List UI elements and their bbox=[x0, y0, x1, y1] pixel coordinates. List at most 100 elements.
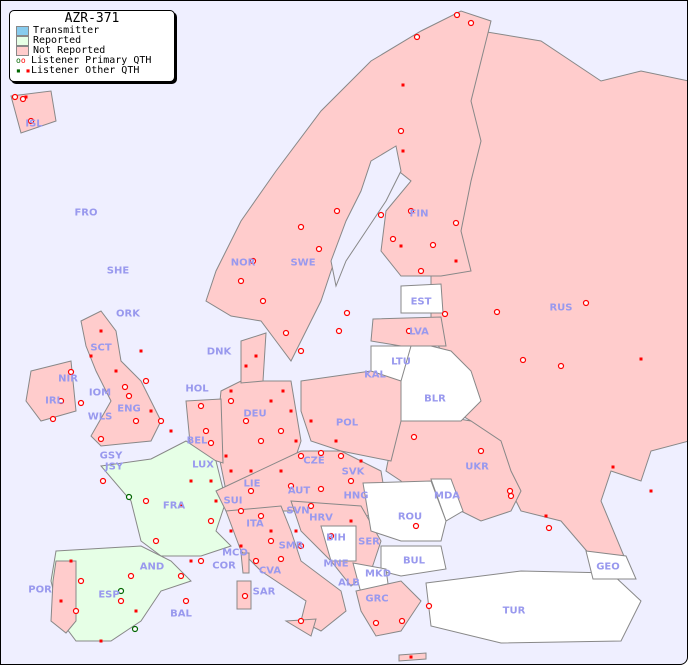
listener-other-marker bbox=[649, 489, 653, 493]
listener-primary-marker-reported bbox=[117, 587, 125, 595]
country-label-iom: IOM bbox=[88, 387, 112, 399]
listener-primary-marker bbox=[506, 487, 514, 495]
listener-primary-marker bbox=[67, 368, 75, 376]
country-label-svk: SVK bbox=[341, 466, 365, 478]
legend-other-qth: ▪ ▪ Listener Other QTH bbox=[10, 66, 174, 76]
listener-other-marker bbox=[349, 519, 353, 523]
listener-other-marker bbox=[189, 559, 193, 563]
listener-other-marker bbox=[269, 399, 273, 403]
country-pol[interactable] bbox=[300, 370, 402, 462]
swatch bbox=[16, 46, 29, 56]
listener-primary-marker bbox=[453, 11, 461, 19]
country-rou[interactable] bbox=[362, 480, 447, 542]
listener-primary-marker bbox=[377, 211, 385, 219]
country-ita[interactable] bbox=[225, 505, 347, 632]
country-label-wls: WLS bbox=[87, 411, 113, 423]
country-label-mne: MNE bbox=[323, 558, 349, 570]
listener-other-marker bbox=[89, 354, 93, 358]
legend-label: Listener Primary QTH bbox=[31, 55, 152, 66]
listener-primary-marker bbox=[297, 617, 305, 625]
legend-label: Transmitter bbox=[33, 25, 100, 36]
country-grc[interactable] bbox=[355, 580, 422, 637]
listener-primary-marker bbox=[410, 433, 418, 441]
country-label-dnk: DNK bbox=[206, 346, 232, 358]
listener-other-marker bbox=[169, 429, 173, 433]
listener-primary-marker bbox=[197, 557, 205, 565]
country-bul[interactable] bbox=[380, 545, 447, 577]
listener-primary-marker bbox=[72, 607, 80, 615]
country-label-sar: SAR bbox=[252, 586, 276, 598]
listener-primary-marker bbox=[27, 117, 35, 125]
country-label-irl: IRL bbox=[45, 395, 63, 407]
listener-other-marker bbox=[209, 479, 213, 483]
listener-primary-marker-reported bbox=[131, 625, 139, 633]
listener-primary-marker bbox=[57, 397, 65, 405]
listener-other-marker bbox=[134, 609, 138, 613]
listener-primary-marker bbox=[259, 297, 267, 305]
listener-primary-marker bbox=[125, 392, 133, 400]
listener-primary-marker bbox=[372, 619, 380, 627]
listener-primary-marker bbox=[297, 452, 305, 460]
country-label-nor: NOR bbox=[230, 257, 256, 269]
listener-primary-marker bbox=[267, 537, 275, 545]
country-label-bul: BUL bbox=[402, 555, 426, 567]
country-label-esp: ESP bbox=[98, 589, 120, 601]
listener-primary-marker bbox=[429, 241, 437, 249]
country-label-aut: AUT bbox=[287, 485, 311, 497]
country-geo[interactable] bbox=[585, 550, 637, 580]
country-label-kal: KAL bbox=[364, 369, 386, 381]
listener-other-marker bbox=[309, 419, 313, 423]
country-fra[interactable] bbox=[100, 440, 232, 557]
listener-primary-marker bbox=[237, 507, 245, 515]
country-label-smr: SMR bbox=[278, 540, 304, 552]
country-label-ukr: UKR bbox=[465, 461, 489, 473]
listener-other-marker bbox=[249, 469, 253, 473]
listener-other-marker bbox=[401, 149, 405, 153]
listener-primary-marker bbox=[142, 497, 150, 505]
country-label-rus: RUS bbox=[549, 302, 573, 314]
country-por[interactable] bbox=[50, 560, 77, 634]
listener-other-marker bbox=[179, 504, 183, 508]
island-corsica bbox=[240, 552, 250, 574]
listener-other-marker bbox=[224, 454, 228, 458]
country-dnk[interactable] bbox=[240, 332, 267, 384]
country-label-fin: FIN bbox=[409, 208, 429, 220]
listener-primary-marker bbox=[467, 19, 475, 27]
listener-primary-marker bbox=[477, 447, 485, 455]
listener-primary-marker bbox=[241, 592, 249, 600]
square-marker-icon: ▪ ▪ bbox=[16, 66, 31, 75]
country-label-hng: HNG bbox=[343, 490, 369, 502]
country-label-gsy: GSY bbox=[99, 450, 123, 462]
legend: AZR-371 Transmitter Reported Not Reporte… bbox=[9, 10, 175, 82]
listener-other-marker bbox=[269, 529, 273, 533]
country-label-blr: BLR bbox=[424, 393, 446, 405]
country-label-sct: SCT bbox=[90, 342, 112, 354]
legend-transmitter: Transmitter bbox=[10, 26, 174, 36]
country-gbr[interactable] bbox=[80, 310, 162, 447]
listener-primary-marker bbox=[19, 95, 27, 103]
listener-other-marker bbox=[401, 83, 405, 87]
country-irl[interactable] bbox=[25, 360, 77, 422]
listener-other-marker bbox=[294, 529, 298, 533]
country-label-cze: CZE bbox=[303, 455, 325, 467]
country-tur[interactable] bbox=[425, 570, 642, 644]
listener-primary-marker bbox=[282, 329, 290, 337]
listener-primary-marker bbox=[97, 435, 105, 443]
country-label-mkd: MKD bbox=[364, 568, 392, 580]
listener-primary-marker bbox=[142, 377, 150, 385]
listener-primary-marker bbox=[242, 417, 250, 425]
country-label-ltu: LTU bbox=[391, 356, 411, 368]
listener-other-marker bbox=[611, 465, 615, 469]
country-label-lie: LIE bbox=[243, 478, 261, 490]
listener-other-marker bbox=[409, 655, 413, 659]
listener-primary-marker bbox=[227, 397, 235, 405]
country-label-and: AND bbox=[139, 561, 165, 573]
gulf-of-bothnia bbox=[330, 145, 402, 288]
listener-other-marker bbox=[59, 599, 63, 603]
country-label-bal: BAL bbox=[170, 608, 192, 620]
listener-primary-marker bbox=[157, 417, 165, 425]
listener-other-marker bbox=[359, 459, 363, 463]
country-label-cor: COR bbox=[212, 560, 236, 572]
country-label-lva: LVA bbox=[409, 326, 429, 338]
